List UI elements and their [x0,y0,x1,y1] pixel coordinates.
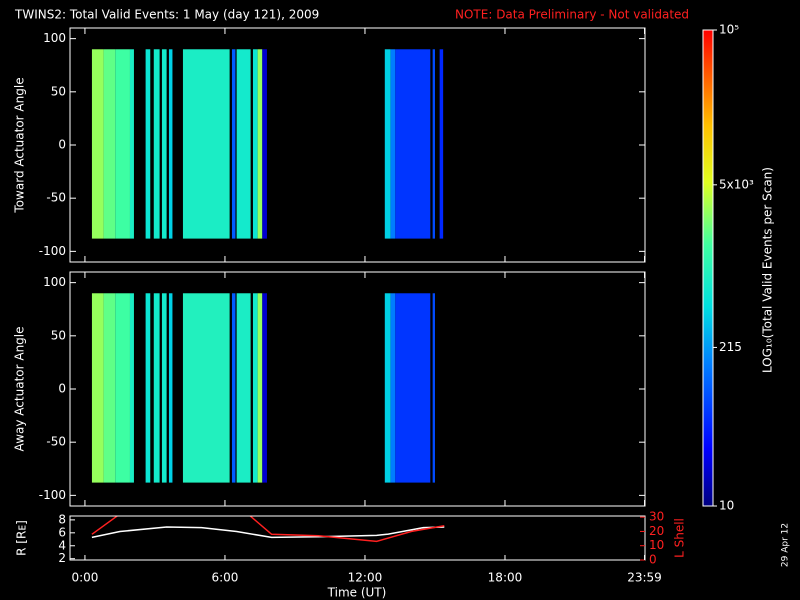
strip [395,293,431,483]
strip [153,293,160,483]
y2-tick-label: 20 [649,524,664,538]
strip [115,49,130,239]
y-tick-label: 100 [43,275,66,289]
x-tick-label: 12:00 [348,571,383,585]
y-tick-label: 100 [43,31,66,45]
strip [252,49,258,239]
orbit-line [91,516,445,543]
strip [384,49,391,239]
y2-axis-label: L Shell [673,518,687,558]
y-tick-label: -50 [46,435,66,449]
y-axis-label: Toward Actuator Angle [13,77,27,213]
y-axis-label: Away Actuator Angle [13,326,27,451]
strip [115,293,130,483]
strip [168,293,173,483]
y-tick-label: 50 [51,84,66,98]
strip [252,293,258,483]
date-stamp: 29 Apr 12 [781,523,791,567]
strip [390,49,396,239]
strip [231,49,236,239]
strip [145,49,151,239]
x-tick-label: 0:00 [71,571,98,585]
strip [129,293,134,483]
strip [432,293,435,483]
y2-tick-label: 0 [649,553,657,567]
strip [390,293,396,483]
colorbar-tick-label: 5x10³ [719,177,754,191]
y-tick-label: 4 [58,538,66,552]
colorbar-label: LOG₁₀(Total Valid Events per Scan) [761,167,775,373]
strip [236,49,251,239]
strip [395,49,431,239]
strip [129,49,134,239]
strip [103,293,116,483]
y-tick-label: 6 [58,525,66,539]
y-tick-label: 0 [58,382,66,396]
strip [161,49,167,239]
x-tick-label: 18:00 [488,571,523,585]
strip [257,49,263,239]
strip [439,49,444,239]
strip [145,293,151,483]
y-tick-label: -100 [39,244,66,258]
y-tick-label: -100 [39,488,66,502]
strip [161,293,167,483]
chart-title: TWINS2: Total Valid Events: 1 May (day 1… [14,8,319,22]
strip [257,293,263,483]
strip [91,293,104,483]
x-tick-label: 23:59 [627,571,662,585]
y-axis-label: R [Rᴇ] [15,520,29,556]
colorbar-tick-label: 215 [719,340,742,354]
y-tick-label: 8 [58,512,66,526]
y-tick-label: 50 [51,328,66,342]
y-tick-label: -50 [46,191,66,205]
x-tick-label: 6:00 [211,571,238,585]
strip [432,49,435,239]
orbit-line [91,526,445,539]
strip [262,293,267,483]
y2-tick-label: 30 [649,510,664,524]
strip [262,49,267,239]
colorbar-tick-label: 10 [719,499,734,513]
colorbar [702,29,714,507]
y2-tick-label: 10 [649,538,664,552]
panel-frame [69,515,646,561]
x-axis-label: Time (UT) [327,586,387,600]
note: NOTE: Data Preliminary - Not validated [455,8,689,22]
y-tick-label: 0 [58,138,66,152]
y-tick-label: 2 [58,551,66,565]
strip [168,49,173,239]
strip [182,49,230,239]
strip [236,293,251,483]
strip [182,293,230,483]
strip [384,293,391,483]
strip [231,293,236,483]
strip [153,49,160,239]
colorbar-tick-label: 10⁵ [719,23,739,37]
strip [103,49,116,239]
strip [91,49,104,239]
